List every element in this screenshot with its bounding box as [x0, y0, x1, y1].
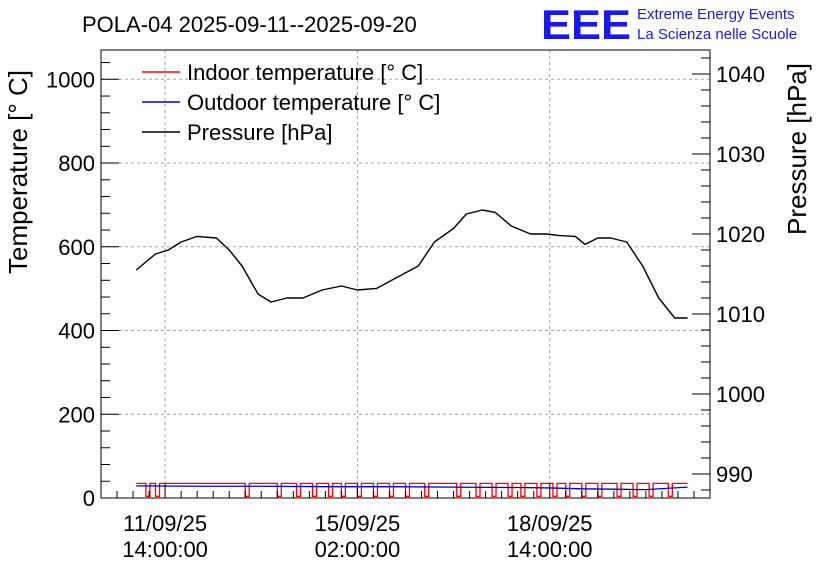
outdoor-temperature-line: [136, 485, 688, 491]
logo-line-2: La Scienza nelle Scuole: [637, 26, 797, 43]
legend: Indoor temperature [° C] Outdoor tempera…: [142, 60, 440, 145]
y-tick-label: 1000: [46, 67, 95, 92]
x-tick-label-date: 11/09/25: [123, 511, 207, 536]
pressure-line: [135, 209, 688, 319]
y-tick-label: 200: [58, 402, 95, 427]
y-axis-title-left: Temperature [° C]: [3, 70, 33, 274]
x-tick-label-time: 14:00:00: [507, 537, 593, 562]
grid-lines: [101, 50, 710, 498]
y-tick-label: 600: [58, 235, 95, 260]
y-tick-label: 800: [58, 151, 95, 176]
plot-frame: [100, 49, 711, 499]
y2-tick-label: 1020: [716, 222, 765, 247]
y2-tick-label: 1010: [716, 302, 765, 327]
y2-tick-label: 1030: [716, 142, 765, 167]
eee-logo-mark: EEE: [541, 1, 631, 48]
x-tick-label-time: 14:00:00: [122, 537, 208, 562]
y-tick-label: 400: [58, 319, 95, 344]
indoor-temperature-line: [136, 482, 688, 497]
y2-tick-label: 1000: [716, 382, 765, 407]
y2-tick-label: 990: [716, 462, 753, 487]
chart-title: POLA-04 2025-09-11--2025-09-20: [82, 12, 417, 37]
legend-label-indoor: Indoor temperature [° C]: [187, 60, 423, 85]
legend-label-pressure: Pressure [hPa]: [187, 120, 333, 145]
x-tick-label-date: 15/09/25: [315, 511, 401, 536]
axis-ticks: [101, 57, 710, 499]
x-tick-label-time: 02:00:00: [315, 537, 401, 562]
y-axis-title-right: Pressure [hPa]: [782, 63, 812, 235]
tick-labels: 0 200 400 600 800 1000 990 1000 1010 1020 1030 1040…: [46, 62, 765, 562]
legend-label-outdoor: Outdoor temperature [° C]: [187, 90, 440, 115]
x-tick-label-date: 18/09/25: [507, 511, 593, 536]
y2-tick-label: 1040: [716, 62, 765, 87]
plot-series: [135, 209, 688, 497]
y-tick-label: 0: [83, 486, 95, 511]
logo-line-1: Extreme Energy Events: [637, 6, 795, 23]
